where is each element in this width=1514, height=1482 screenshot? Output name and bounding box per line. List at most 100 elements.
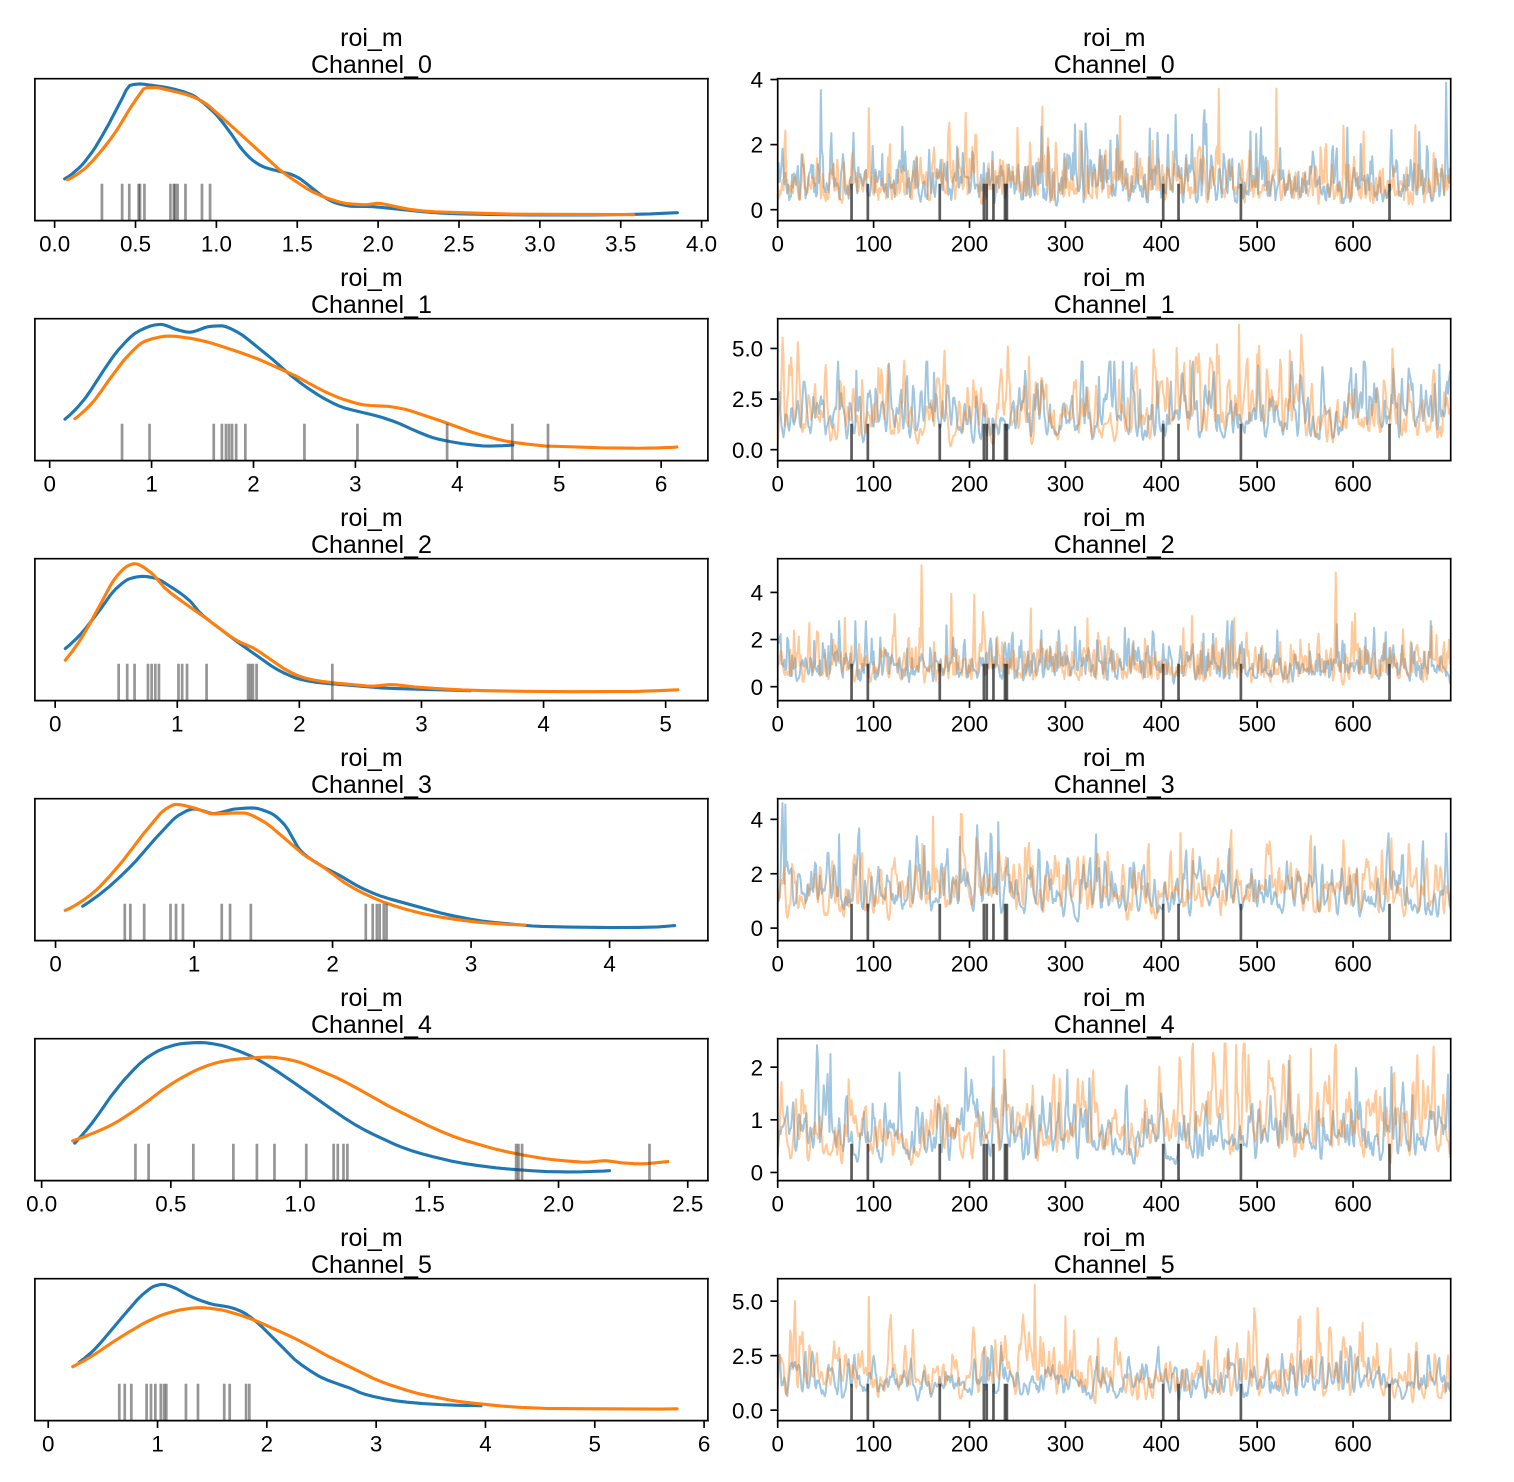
svg-text:0: 0	[771, 711, 783, 736]
svg-text:0: 0	[49, 711, 61, 736]
svg-text:4: 4	[537, 711, 549, 736]
svg-text:5: 5	[553, 471, 565, 496]
svg-text:4: 4	[603, 951, 615, 976]
svg-text:4: 4	[751, 68, 763, 93]
svg-text:200: 200	[951, 951, 988, 976]
svg-text:1: 1	[188, 951, 200, 976]
svg-text:6: 6	[655, 471, 667, 496]
svg-text:0.0: 0.0	[26, 1191, 57, 1216]
svg-text:600: 600	[1334, 231, 1371, 256]
svg-text:4: 4	[751, 581, 763, 606]
svg-text:0.5: 0.5	[120, 231, 151, 256]
svg-text:400: 400	[1143, 1191, 1180, 1216]
svg-text:roi_m: roi_m	[1083, 24, 1146, 52]
svg-text:100: 100	[855, 711, 892, 736]
svg-text:roi_m: roi_m	[1083, 1224, 1146, 1252]
svg-text:2.5: 2.5	[443, 231, 474, 256]
svg-text:300: 300	[1047, 1191, 1084, 1216]
svg-text:1: 1	[145, 471, 157, 496]
svg-text:0.0: 0.0	[39, 231, 70, 256]
svg-text:600: 600	[1334, 711, 1371, 736]
svg-text:Channel_2: Channel_2	[1054, 531, 1175, 559]
svg-text:0: 0	[42, 1431, 54, 1456]
svg-text:600: 600	[1334, 951, 1371, 976]
svg-text:4: 4	[479, 1431, 491, 1456]
svg-text:Channel_1: Channel_1	[311, 291, 432, 319]
svg-text:300: 300	[1047, 1431, 1084, 1456]
svg-text:2: 2	[751, 628, 763, 653]
svg-text:600: 600	[1334, 1191, 1371, 1216]
svg-text:5: 5	[589, 1431, 601, 1456]
svg-text:2: 2	[751, 1055, 763, 1080]
svg-text:100: 100	[855, 231, 892, 256]
svg-text:0: 0	[751, 198, 763, 223]
svg-text:0: 0	[771, 471, 783, 496]
svg-text:500: 500	[1239, 231, 1276, 256]
svg-text:500: 500	[1239, 711, 1276, 736]
svg-text:600: 600	[1334, 1431, 1371, 1456]
svg-text:500: 500	[1239, 1431, 1276, 1456]
svg-text:6: 6	[698, 1431, 710, 1456]
svg-text:0: 0	[771, 231, 783, 256]
svg-text:0: 0	[43, 471, 55, 496]
svg-text:roi_m: roi_m	[340, 264, 403, 292]
svg-text:100: 100	[855, 1191, 892, 1216]
svg-text:5.0: 5.0	[732, 337, 763, 362]
svg-text:300: 300	[1047, 471, 1084, 496]
svg-text:400: 400	[1143, 1431, 1180, 1456]
svg-text:roi_m: roi_m	[1083, 744, 1146, 772]
svg-text:500: 500	[1239, 471, 1276, 496]
svg-text:1.5: 1.5	[414, 1191, 445, 1216]
svg-text:roi_m: roi_m	[340, 24, 403, 52]
svg-text:Channel_3: Channel_3	[311, 771, 432, 799]
svg-text:2.0: 2.0	[363, 231, 394, 256]
svg-text:Channel_5: Channel_5	[1054, 1251, 1175, 1279]
svg-text:200: 200	[951, 471, 988, 496]
svg-text:3: 3	[465, 951, 477, 976]
svg-text:Channel_4: Channel_4	[1054, 1011, 1175, 1039]
svg-text:400: 400	[1143, 711, 1180, 736]
svg-text:400: 400	[1143, 471, 1180, 496]
svg-text:4: 4	[751, 807, 763, 832]
svg-text:Channel_1: Channel_1	[1054, 291, 1175, 319]
svg-text:1: 1	[751, 1108, 763, 1133]
svg-text:Channel_0: Channel_0	[311, 51, 432, 79]
svg-text:500: 500	[1239, 951, 1276, 976]
svg-text:500: 500	[1239, 1191, 1276, 1216]
svg-text:Channel_0: Channel_0	[1054, 51, 1175, 79]
svg-text:300: 300	[1047, 951, 1084, 976]
svg-text:roi_m: roi_m	[340, 1224, 403, 1252]
svg-text:0: 0	[751, 675, 763, 700]
svg-text:4.0: 4.0	[686, 231, 717, 256]
svg-text:200: 200	[951, 1191, 988, 1216]
svg-text:0.0: 0.0	[732, 438, 763, 463]
svg-text:100: 100	[855, 1431, 892, 1456]
svg-text:0.5: 0.5	[155, 1191, 186, 1216]
svg-text:400: 400	[1143, 951, 1180, 976]
svg-text:2.0: 2.0	[543, 1191, 574, 1216]
svg-text:2.5: 2.5	[732, 1344, 763, 1369]
svg-text:2.5: 2.5	[672, 1191, 703, 1216]
svg-text:roi_m: roi_m	[1083, 984, 1146, 1012]
svg-text:1: 1	[171, 711, 183, 736]
svg-text:2: 2	[247, 471, 259, 496]
svg-text:3: 3	[349, 471, 361, 496]
svg-text:3: 3	[370, 1431, 382, 1456]
svg-text:200: 200	[951, 231, 988, 256]
svg-text:2: 2	[293, 711, 305, 736]
svg-text:0: 0	[771, 1191, 783, 1216]
svg-text:0: 0	[751, 916, 763, 941]
svg-text:100: 100	[855, 471, 892, 496]
svg-text:100: 100	[855, 951, 892, 976]
svg-text:roi_m: roi_m	[340, 504, 403, 532]
svg-text:2: 2	[326, 951, 338, 976]
svg-text:0: 0	[771, 951, 783, 976]
svg-text:1: 1	[151, 1431, 163, 1456]
svg-text:1.0: 1.0	[201, 231, 232, 256]
svg-text:roi_m: roi_m	[340, 744, 403, 772]
svg-text:200: 200	[951, 1431, 988, 1456]
svg-text:Channel_2: Channel_2	[311, 531, 432, 559]
svg-text:3.5: 3.5	[605, 231, 636, 256]
svg-text:0: 0	[49, 951, 61, 976]
svg-text:2: 2	[751, 133, 763, 158]
